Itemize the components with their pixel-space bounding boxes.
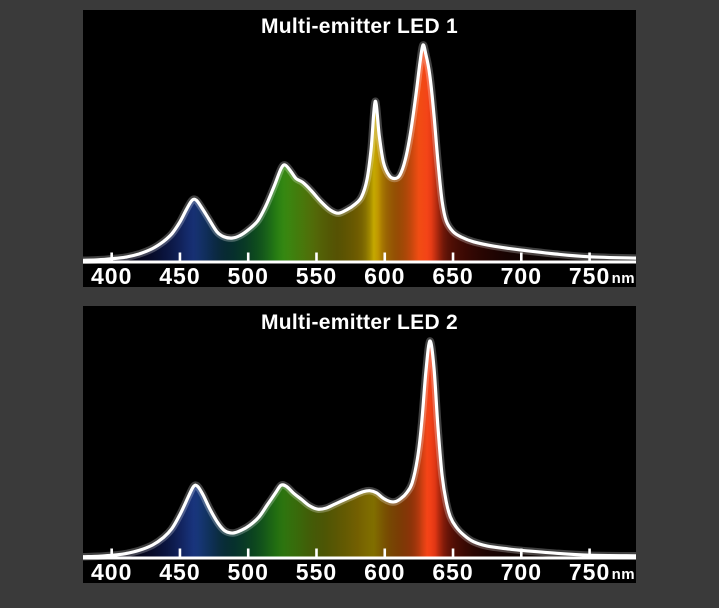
led1-spectrum-plot: 400 450 500 550 600 650 700 750 nm bbox=[83, 41, 636, 287]
x-axis-tick-label: 500 bbox=[228, 559, 269, 583]
x-axis-tick-label: 700 bbox=[501, 559, 542, 583]
spectrum-curve bbox=[83, 43, 636, 262]
led1-chart-title: Multi-emitter LED 1 bbox=[260, 15, 459, 38]
x-axis-tick-label: 650 bbox=[432, 559, 473, 583]
x-axis-tick-label: 450 bbox=[159, 559, 200, 583]
led2-spectrum-plot: 400 450 500 550 600 650 700 750 nm bbox=[83, 337, 636, 583]
x-axis-tick-label: 600 bbox=[364, 559, 405, 583]
x-axis-unit-label: nm bbox=[612, 270, 636, 287]
x-axis-tick-label: 400 bbox=[91, 263, 132, 287]
x-axis-tick-label: 500 bbox=[228, 263, 269, 287]
x-axis-tick-label: 400 bbox=[91, 559, 132, 583]
x-axis-tick-label: 450 bbox=[159, 263, 200, 287]
x-axis-unit-label: nm bbox=[612, 566, 636, 583]
x-axis-tick-label: 600 bbox=[364, 263, 405, 287]
spectrum-area-fill bbox=[83, 340, 636, 558]
led2-chart-panel: Multi-emitter LED 2 400 450 500 550 600 650 70… bbox=[83, 306, 636, 583]
spectrum-area-fill bbox=[83, 44, 636, 263]
x-axis-tick-label: 750 bbox=[569, 559, 610, 583]
x-axis-tick-label: 750 bbox=[569, 263, 610, 287]
x-axis-tick-label: 550 bbox=[296, 263, 337, 287]
x-axis-tick-label: 700 bbox=[501, 263, 542, 287]
led2-chart-title: Multi-emitter LED 2 bbox=[260, 311, 459, 334]
spectrum-curve bbox=[83, 339, 636, 559]
x-axis-tick-label: 650 bbox=[432, 263, 473, 287]
x-axis-tick-label: 550 bbox=[296, 559, 337, 583]
led1-chart-panel: Multi-emitter LED 1 400 450 500 550 600 650 70… bbox=[83, 10, 636, 287]
